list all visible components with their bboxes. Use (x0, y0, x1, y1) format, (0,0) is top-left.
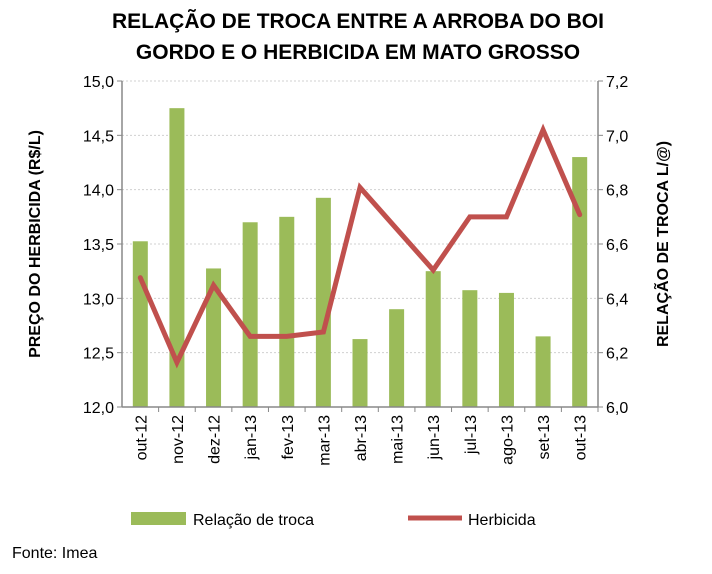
x-tick-label: out-12 (133, 415, 150, 460)
source-note: Fonte: Imea (12, 545, 97, 562)
y-axis-label-left: PREÇO DO HERBICIDA (R$/L) (27, 130, 44, 358)
y-tick-label-left: 15,0 (83, 74, 114, 91)
y-tick-label-left: 14,0 (83, 183, 114, 200)
y-tick-label-right: 6,2 (606, 346, 628, 363)
y-tick-label-left: 13,5 (83, 237, 114, 254)
legend-swatch-bar (131, 512, 186, 525)
bar (426, 271, 441, 407)
y-tick-label-right: 6,8 (606, 183, 628, 200)
y-tick-label-right: 6,0 (606, 400, 628, 417)
x-tick-label: mar-13 (316, 415, 333, 466)
bar-series (133, 108, 587, 407)
bar (133, 241, 148, 407)
bar (243, 222, 258, 407)
chart-title-line-2: GORDO E O HERBICIDA EM MATO GROSSO (136, 41, 580, 64)
bar (279, 217, 294, 407)
y-tick-label-left: 13,0 (83, 291, 114, 308)
bar (536, 336, 551, 407)
x-tick-label: jan-13 (243, 415, 260, 461)
bar (462, 290, 477, 407)
x-tick-label: dez-12 (207, 415, 224, 464)
y-tick-label-left: 12,0 (83, 400, 114, 417)
x-tick-label: mai-13 (390, 415, 407, 464)
x-tick-label: jul-13 (463, 415, 480, 455)
x-tick-label: set-13 (536, 415, 553, 460)
bar (572, 157, 587, 407)
x-tick-label: fev-13 (280, 415, 297, 460)
gridlines (122, 81, 598, 353)
legend-label-bar: Relação de troca (193, 512, 314, 529)
y-tick-label-right: 6,4 (606, 291, 628, 308)
y-tick-label-left: 12,5 (83, 346, 114, 363)
y-tick-label-left: 14,5 (83, 128, 114, 145)
chart-title-line-1: RELAÇÃO DE TROCA ENTRE A ARROBA DO BOI (112, 10, 604, 33)
x-tick-label: nov-12 (170, 415, 187, 464)
y-tick-label-right: 7,2 (606, 74, 628, 91)
x-tick-label: abr-13 (353, 415, 370, 461)
x-tick-label: out-13 (573, 415, 590, 460)
bar (499, 293, 514, 407)
bar (389, 309, 404, 407)
y-tick-label-right: 7,0 (606, 128, 628, 145)
x-tick-label: jun-13 (426, 415, 443, 461)
legend-label-line: Herbicida (468, 512, 536, 529)
bar (353, 339, 368, 407)
legend: Relação de troca Herbicida (131, 512, 536, 529)
y-tick-label-right: 6,6 (606, 237, 628, 254)
x-tick-label: ago-13 (499, 415, 516, 465)
y-axis-label-right: RELAÇÃO DE TROCA L/@) (652, 141, 672, 347)
